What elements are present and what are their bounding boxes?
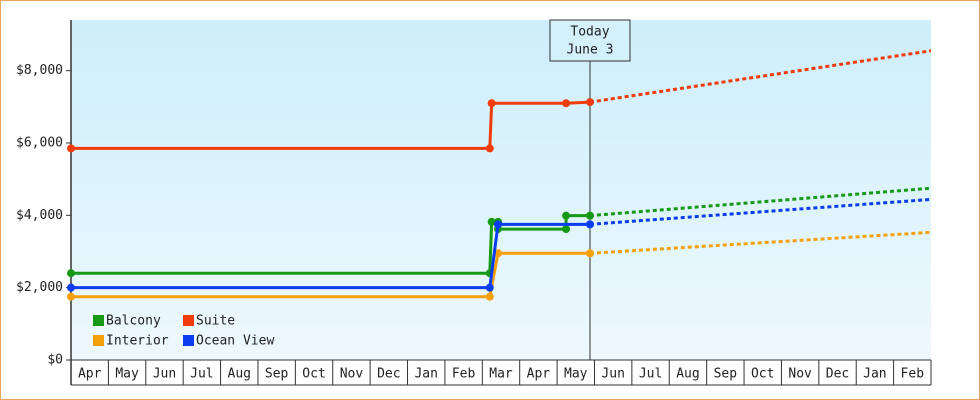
forecast-line (589, 230, 932, 255)
point (562, 211, 571, 220)
x-tick-label: Apr (527, 367, 551, 382)
point (67, 292, 75, 301)
x-tick-label: Feb (901, 367, 925, 382)
y-tick-label: $0 (47, 353, 63, 368)
point (585, 211, 594, 220)
x-tick-label: Dec (826, 367, 849, 382)
legend-swatch (93, 315, 104, 326)
x-tick-label: Aug (228, 367, 251, 382)
plot-area (71, 20, 931, 360)
series-line (71, 222, 590, 290)
x-tick-label: Aug (676, 367, 699, 382)
point (487, 99, 496, 108)
x-tick-label: Mar (489, 367, 513, 382)
forecast-line (589, 186, 932, 218)
y-tick-label: $4,000 (16, 208, 63, 223)
point (585, 220, 594, 229)
x-tick-label: Oct (751, 367, 774, 382)
x-tick-label: May (115, 367, 139, 382)
x-tick-label: Oct (302, 367, 325, 382)
legend-label: Suite (196, 314, 235, 329)
point (485, 292, 494, 301)
x-tick-label: Sep (714, 367, 738, 382)
legend-label: Balcony (106, 314, 161, 329)
x-tick-label: Jun (153, 367, 176, 382)
x-tick-label: Nov (788, 367, 812, 382)
point (585, 249, 594, 258)
legend-swatch (183, 315, 194, 326)
point (562, 225, 571, 234)
legend-swatch (93, 335, 104, 346)
x-tick-label: Jul (639, 367, 662, 382)
x-tick-label: Nov (340, 367, 364, 382)
x-tick-label: Sep (265, 367, 289, 382)
forecast-line (589, 49, 932, 104)
point (67, 269, 75, 278)
point (487, 217, 496, 226)
point (562, 99, 571, 108)
x-tick-label: Feb (452, 367, 476, 382)
point (67, 144, 75, 153)
point (485, 144, 494, 153)
today-label: Today (570, 25, 609, 40)
series-line (71, 251, 590, 299)
x-tick-label: Jan (414, 367, 437, 382)
x-tick-label: Jan (863, 367, 886, 382)
forecast-line (589, 197, 932, 226)
point (485, 283, 494, 292)
y-tick-label: $6,000 (16, 135, 63, 150)
x-tick-label: Jun (601, 367, 624, 382)
legend-label: Interior (106, 334, 169, 349)
x-tick-label: May (564, 367, 588, 382)
x-tick-label: Apr (78, 367, 102, 382)
y-tick-label: $8,000 (16, 63, 63, 78)
point (585, 98, 594, 107)
x-tick-label: Dec (377, 367, 400, 382)
today-box (549, 19, 631, 62)
legend-label: Ocean View (196, 334, 274, 349)
point (67, 283, 75, 292)
point (494, 220, 503, 229)
x-tick-label: Jul (190, 367, 213, 382)
today-label: June 3 (567, 43, 614, 58)
y-tick-label: $2,000 (16, 280, 63, 295)
legend-swatch (183, 335, 194, 346)
